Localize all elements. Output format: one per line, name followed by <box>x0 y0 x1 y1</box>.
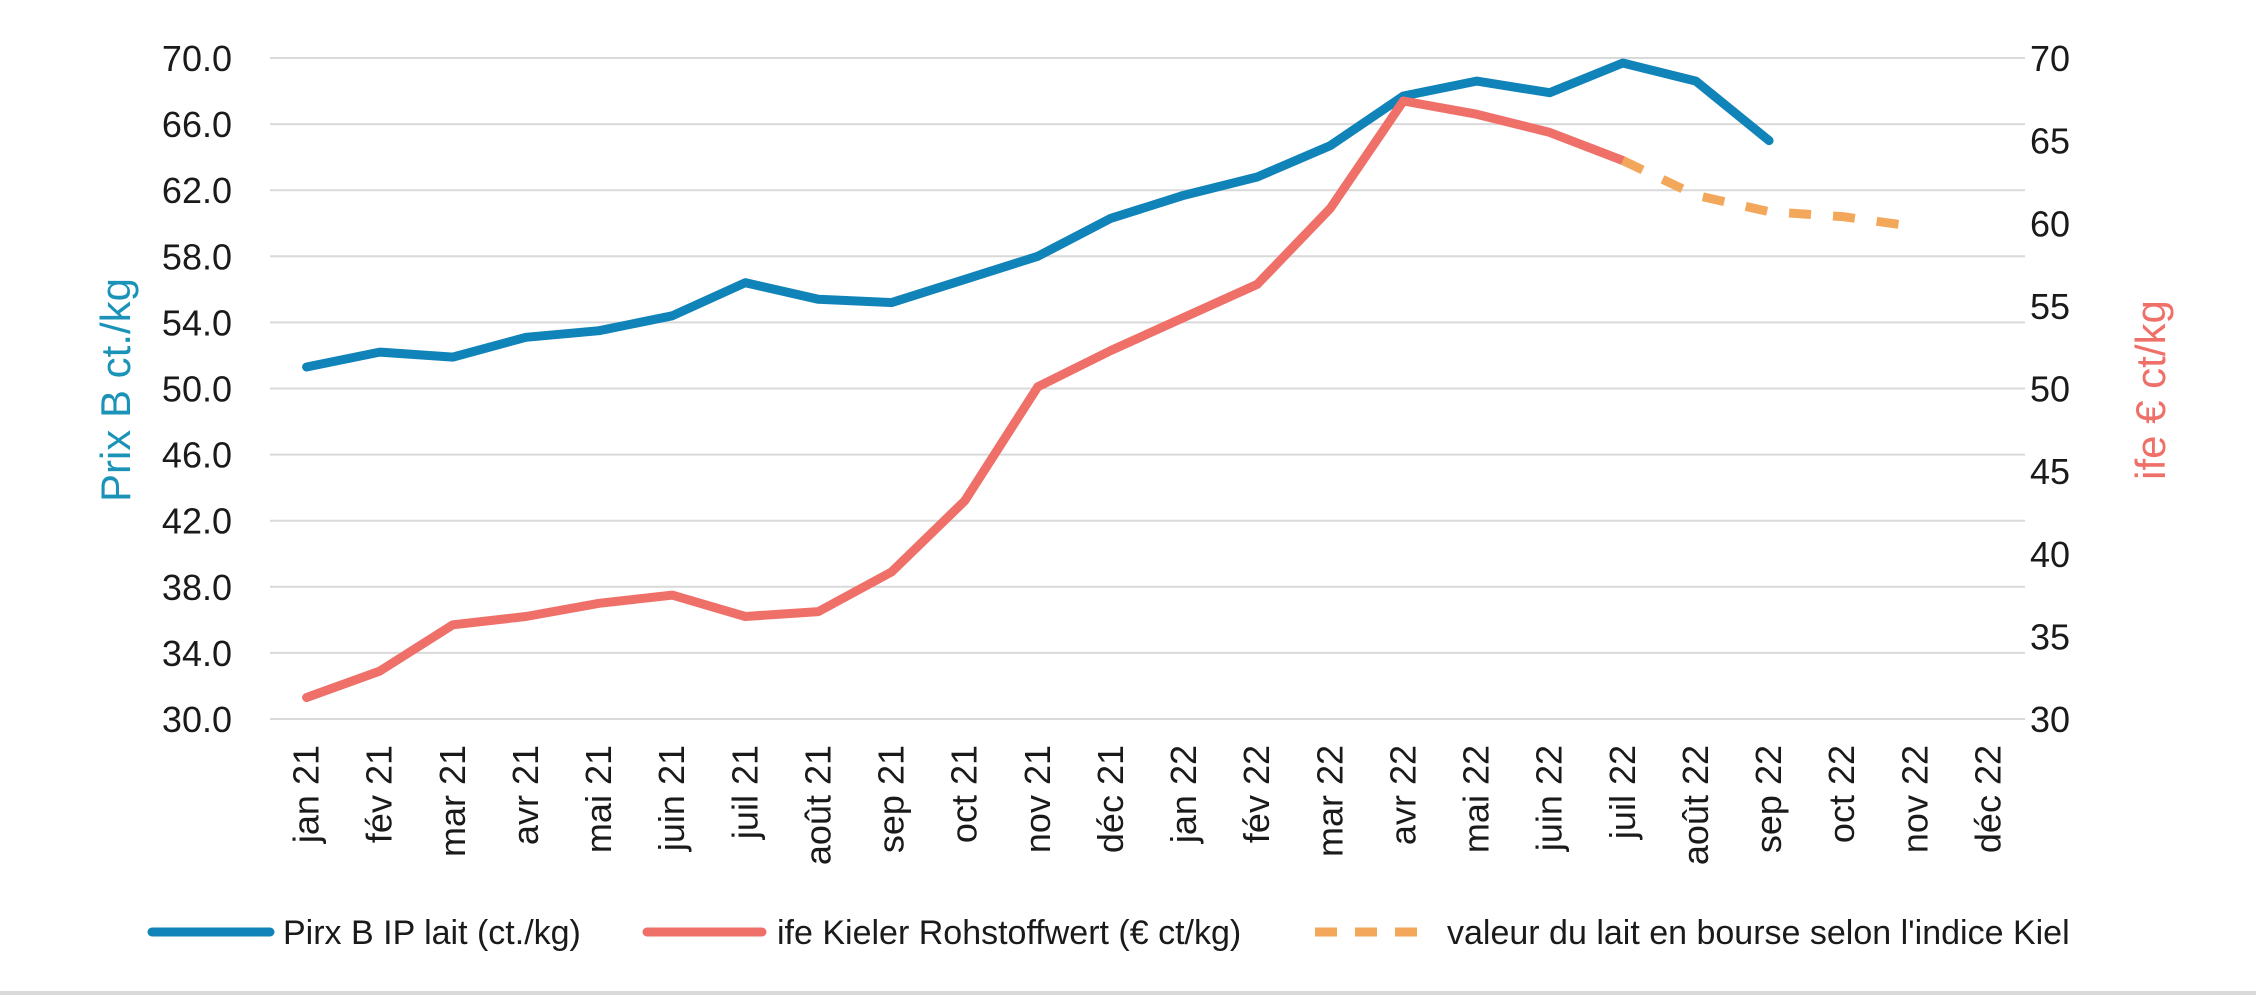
x-tick-label: mar 22 <box>1309 745 1350 857</box>
x-tick-label: nov 21 <box>1017 745 1058 853</box>
series-lines <box>302 58 1916 702</box>
legend: Pirx B IP lait (ct./kg) ife Kieler Rohsto… <box>147 914 2070 952</box>
legend-label-2: ife Kieler Rohstoffwert (€ ct/kg) <box>777 914 1241 952</box>
right-tick-label: 45 <box>2030 451 2070 492</box>
series-line-2 <box>302 96 1628 702</box>
gridlines <box>270 57 2025 720</box>
right-tick-label: 40 <box>2030 534 2070 575</box>
left-tick-label: 46.0 <box>162 435 232 476</box>
right-tick-label: 30 <box>2030 699 2070 740</box>
x-tick-label: mar 21 <box>432 745 473 857</box>
left-axis-ticks: 70.0 66.0 62.0 58.0 54.0 50.0 46.0 42.0 38.0 34.0… <box>162 38 232 740</box>
x-tick-label: oct 22 <box>1821 745 1862 843</box>
x-tick-label: jan 22 <box>1163 745 1204 844</box>
left-tick-label: 50.0 <box>162 369 232 410</box>
right-tick-label: 70 <box>2030 38 2070 79</box>
x-tick-label: avr 21 <box>505 745 546 845</box>
x-tick-label: fév 21 <box>359 745 400 843</box>
x-tick-label: déc 21 <box>1090 745 1131 853</box>
right-tick-label: 55 <box>2030 286 2070 327</box>
legend-label-1: Pirx B IP lait (ct./kg) <box>283 914 581 952</box>
x-tick-label: sep 22 <box>1748 745 1789 853</box>
x-tick-label: fév 22 <box>1236 745 1277 843</box>
left-tick-label: 62.0 <box>162 170 232 211</box>
left-tick-label: 34.0 <box>162 633 232 674</box>
left-tick-label: 66.0 <box>162 104 232 145</box>
left-axis-title: Prix B ct./kg <box>92 278 139 502</box>
x-tick-label: mai 21 <box>578 745 619 853</box>
x-tick-label: juin 22 <box>1529 745 1570 852</box>
series-line-1 <box>302 58 1774 372</box>
right-axis-ticks: 70 65 60 55 50 45 40 35 30 <box>2030 38 2070 740</box>
x-tick-label: déc 22 <box>1967 745 2008 853</box>
x-tick-label: juil 21 <box>724 745 765 840</box>
x-tick-label: avr 22 <box>1382 745 1423 845</box>
x-tick-label: nov 22 <box>1894 745 1935 853</box>
right-axis-title: ife € ct/kg <box>2127 300 2174 480</box>
series-line-3 <box>1620 156 1916 232</box>
left-tick-label: 30.0 <box>162 699 232 740</box>
x-tick-label: juil 22 <box>1602 745 1643 840</box>
left-tick-label: 58.0 <box>162 236 232 277</box>
right-tick-label: 60 <box>2030 203 2070 244</box>
left-tick-label: 70.0 <box>162 38 232 79</box>
x-axis-ticks: jan 21 fév 21 mar 21 avr 21 mai 21 juin 21 jui… <box>286 745 2009 865</box>
x-tick-label: mai 22 <box>1456 745 1497 853</box>
x-tick-label: juin 21 <box>651 745 692 852</box>
left-tick-label: 54.0 <box>162 302 232 343</box>
x-tick-label: août 21 <box>797 745 838 865</box>
right-tick-label: 65 <box>2030 121 2070 162</box>
x-tick-label: jan 21 <box>286 745 327 844</box>
legend-label-3: valeur du lait en bourse selon l'indice … <box>1447 914 2070 952</box>
x-tick-label: sep 21 <box>871 745 912 853</box>
frame-border <box>0 991 2256 995</box>
x-tick-label: oct 21 <box>944 745 985 843</box>
right-tick-label: 50 <box>2030 369 2070 410</box>
left-tick-label: 42.0 <box>162 501 232 542</box>
left-tick-label: 38.0 <box>162 567 232 608</box>
x-tick-label: août 22 <box>1675 745 1716 865</box>
right-tick-label: 35 <box>2030 616 2070 657</box>
